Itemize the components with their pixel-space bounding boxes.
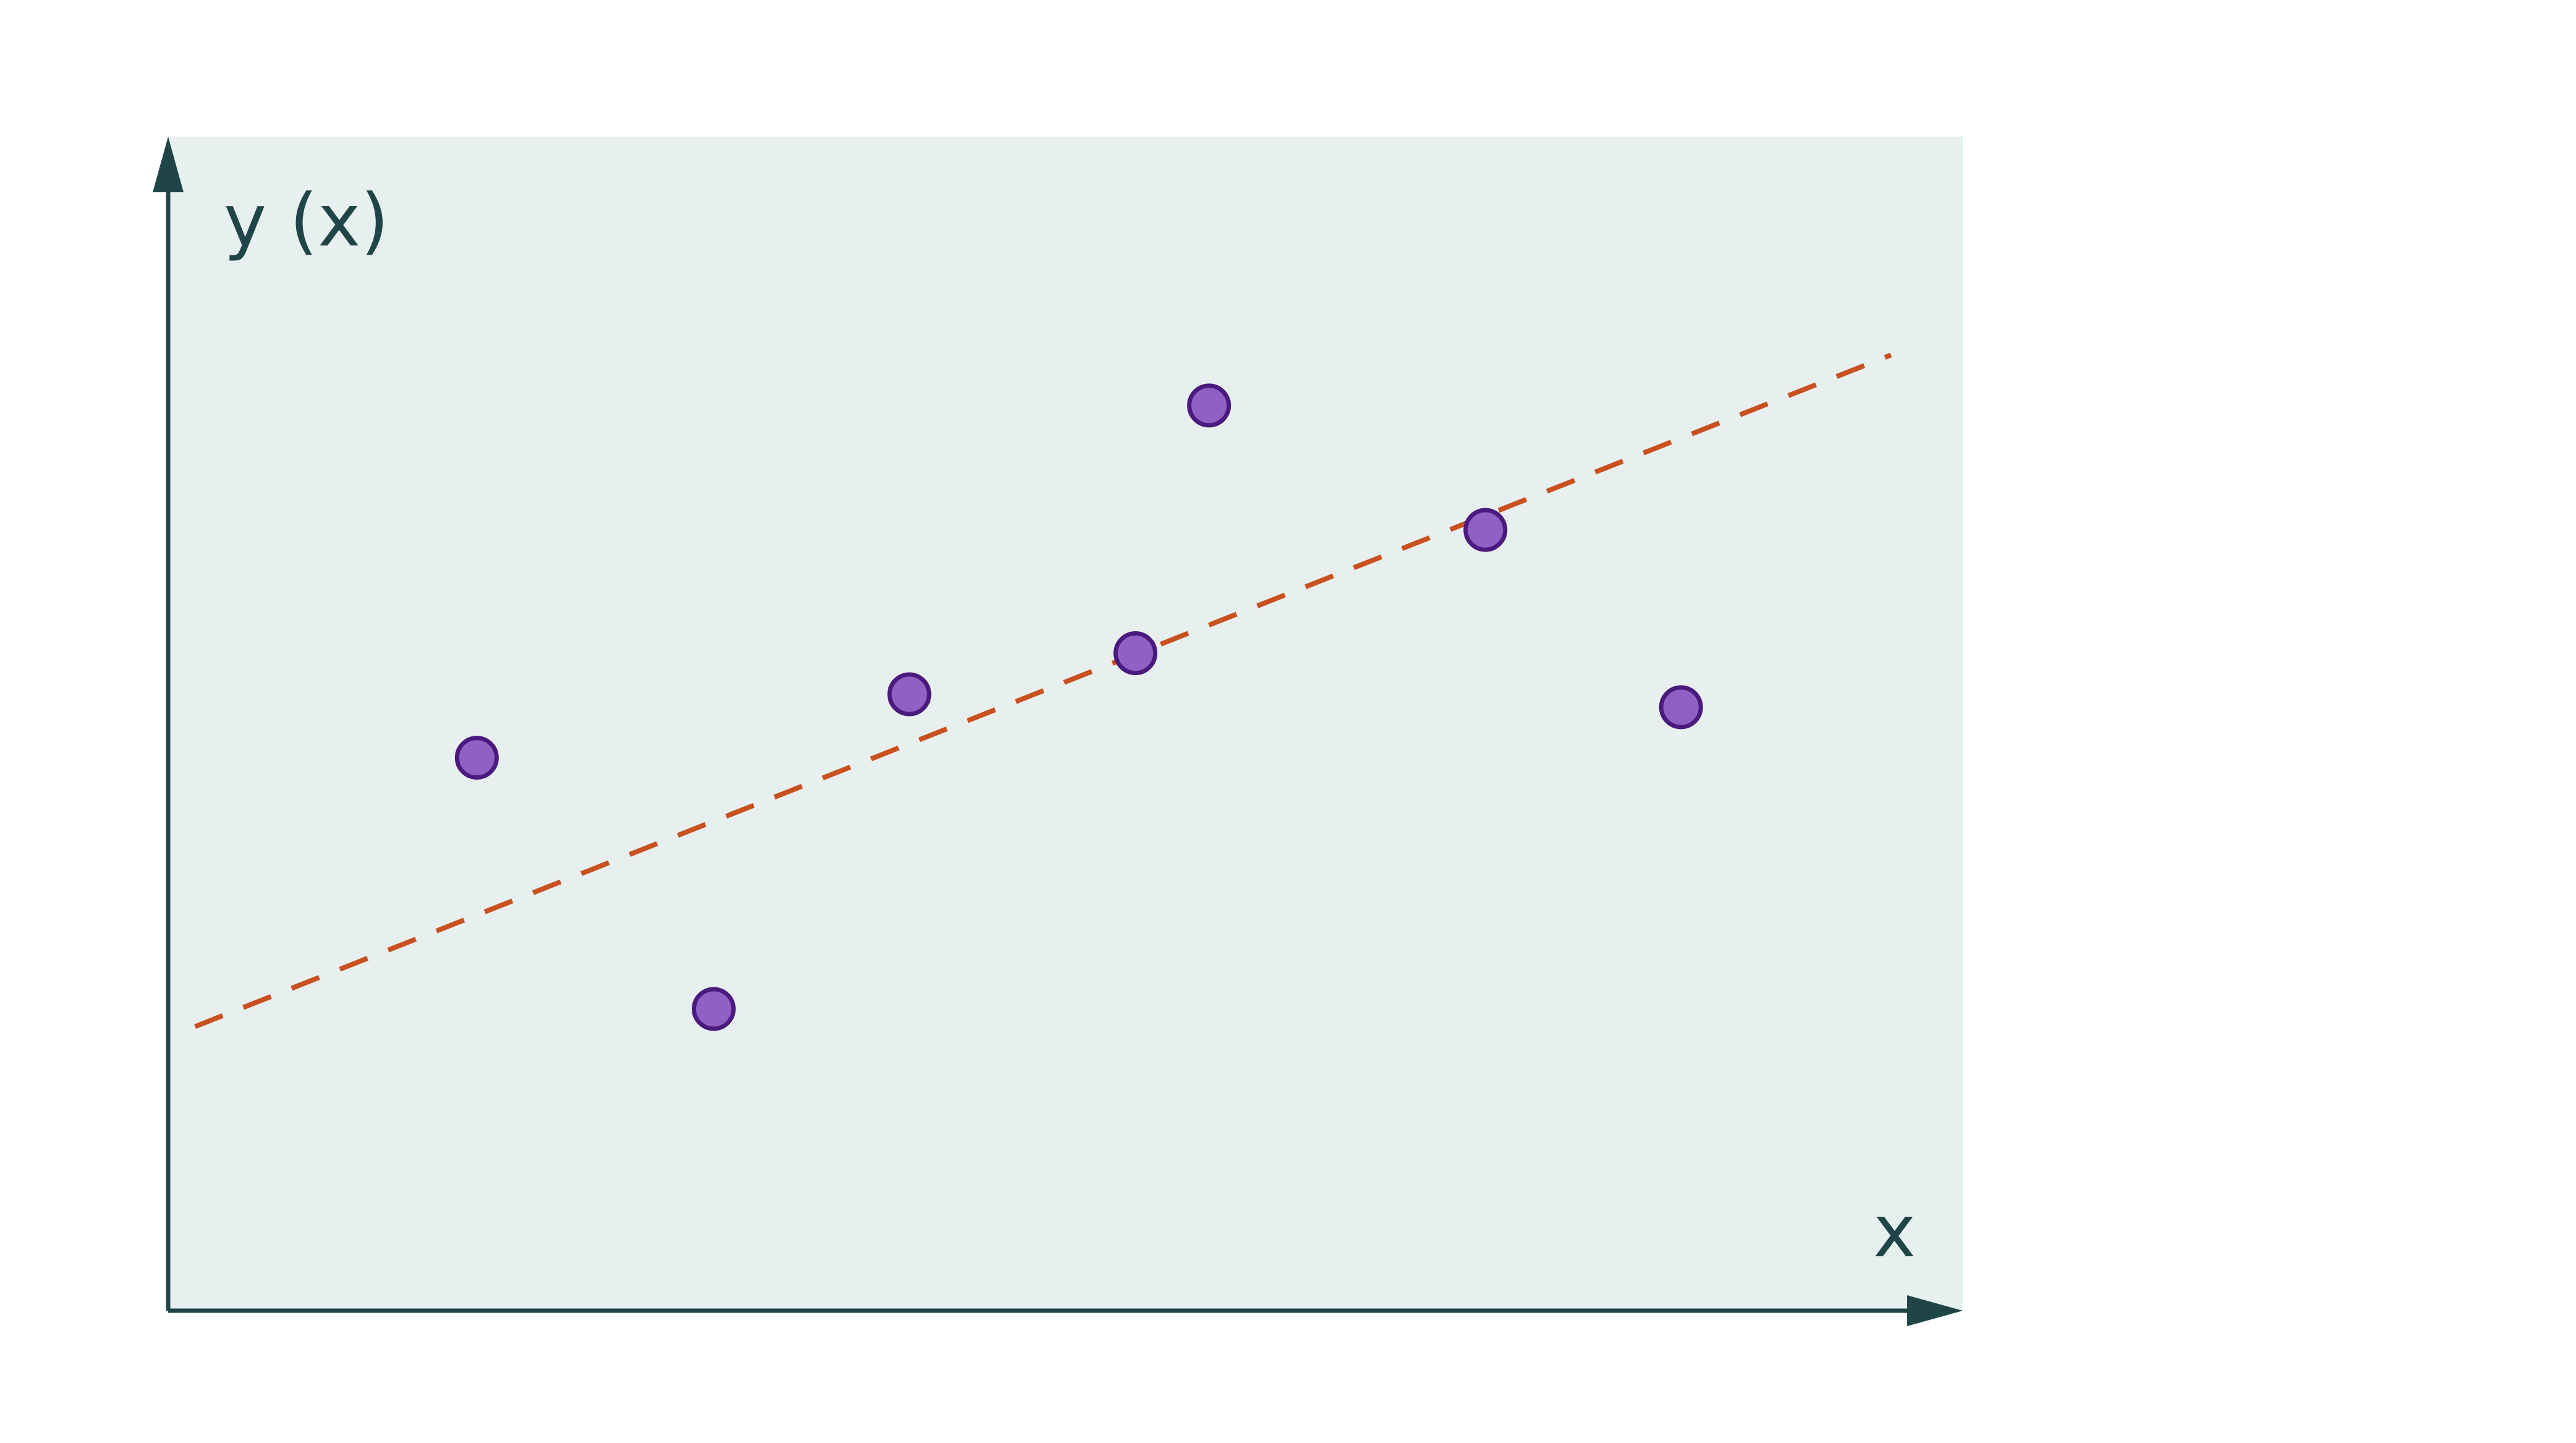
y-axis-label: y (x) xyxy=(224,178,389,263)
data-point xyxy=(692,987,736,1031)
x-axis-label: x xyxy=(1873,1189,1916,1274)
x-axis-arrowhead xyxy=(1907,1295,1963,1326)
y-axis-arrowhead xyxy=(153,137,184,192)
trend-layer xyxy=(194,352,1892,1029)
data-point xyxy=(1463,508,1508,552)
points-layer xyxy=(454,383,1703,1031)
data-point xyxy=(1659,685,1703,730)
trend-line xyxy=(194,352,1892,1029)
data-point xyxy=(1187,383,1231,428)
data-point xyxy=(454,736,499,780)
plot-area xyxy=(168,137,1963,1311)
data-point xyxy=(887,672,932,717)
data-point xyxy=(1113,631,1158,676)
